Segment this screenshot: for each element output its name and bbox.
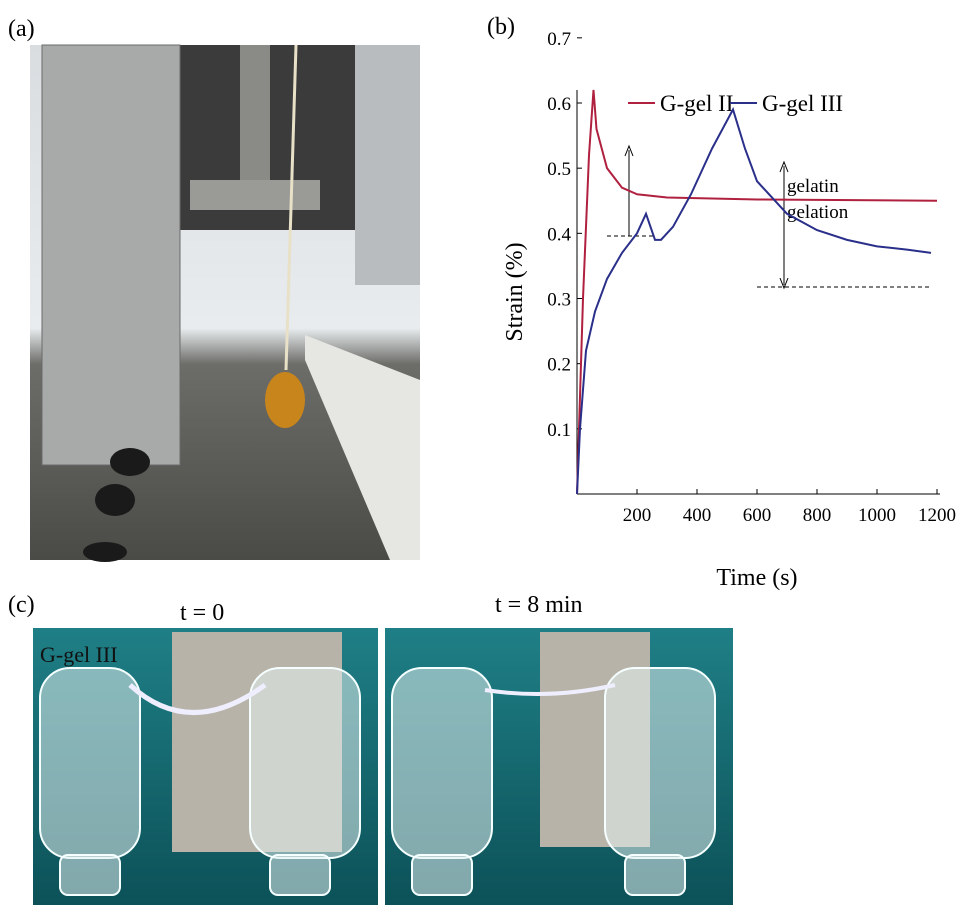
legend-label: G-gel III [762, 91, 843, 116]
photo-label: G-gel III [40, 642, 118, 667]
y-tick-label: 0.2 [547, 355, 571, 376]
y-tick-label: 0.1 [547, 420, 571, 441]
line [577, 110, 931, 494]
panel-label: (a) [8, 16, 35, 42]
x-tick-label: 800 [803, 505, 832, 526]
y-tick-label: 0.5 [547, 159, 571, 180]
y-axis-label: Strain (%) [502, 242, 528, 341]
x-tick-label: 1000 [858, 505, 896, 526]
annotation: gelatin [787, 176, 839, 197]
annotation-arrows [607, 146, 931, 288]
y-tick-label: 0.3 [547, 290, 571, 311]
photo-c [33, 628, 733, 905]
photo-a [30, 45, 420, 562]
legend-label: G-gel II [660, 91, 733, 116]
x-tick-label: 1200 [918, 505, 956, 526]
x-tick-label: 200 [623, 505, 652, 526]
time-label: t = 8 min [495, 592, 583, 618]
x-axis-label: Time (s) [716, 565, 797, 591]
y-tick-label: 0.4 [547, 224, 571, 245]
x-tick-label: 600 [743, 505, 772, 526]
figure: (a) (b) (c) t = 0 t = 8 min G-gel III Ti… [0, 0, 971, 909]
time-label: t = 0 [180, 600, 224, 626]
panel-label: (c) [8, 592, 35, 618]
y-tick-label: 0.6 [547, 94, 571, 115]
y-tick-label: 0.7 [547, 29, 571, 50]
x-tick-label: 400 [683, 505, 712, 526]
panel-label: (b) [487, 14, 515, 40]
